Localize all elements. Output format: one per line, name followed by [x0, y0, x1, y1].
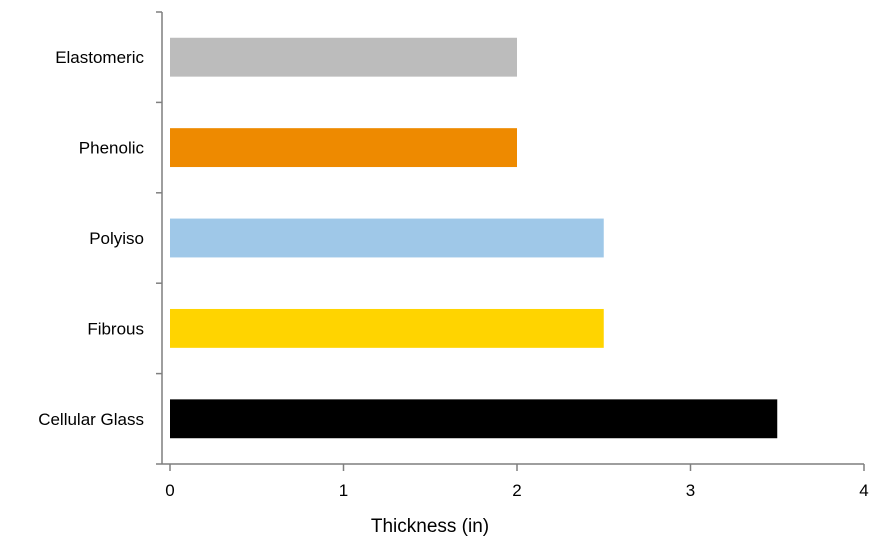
bar-cellular-glass — [170, 399, 778, 439]
y-tick-label: Phenolic — [79, 139, 145, 158]
x-tick-label: 2 — [512, 481, 521, 500]
bar-elastomeric — [170, 37, 517, 77]
bars — [170, 37, 778, 439]
x-axis-title: Thickness (in) — [371, 516, 489, 537]
axes — [156, 11, 865, 471]
bar-polyiso — [170, 218, 604, 258]
y-tick-label: Elastomeric — [55, 48, 144, 67]
x-tick-label: 0 — [165, 481, 174, 500]
y-tick-label: Polyiso — [89, 229, 144, 248]
x-tick-label: 1 — [339, 481, 348, 500]
y-tick-label: Fibrous — [87, 319, 144, 338]
labels: 0 1 2 3 4 Elastomeric Phenolic Polyiso Fibrous Ce… — [38, 48, 869, 500]
y-tick-label: Cellular Glass — [38, 410, 144, 429]
x-tick-label: 3 — [686, 481, 695, 500]
x-tick-label: 4 — [859, 481, 868, 500]
bar-phenolic — [170, 128, 517, 168]
bar-fibrous — [170, 308, 604, 348]
